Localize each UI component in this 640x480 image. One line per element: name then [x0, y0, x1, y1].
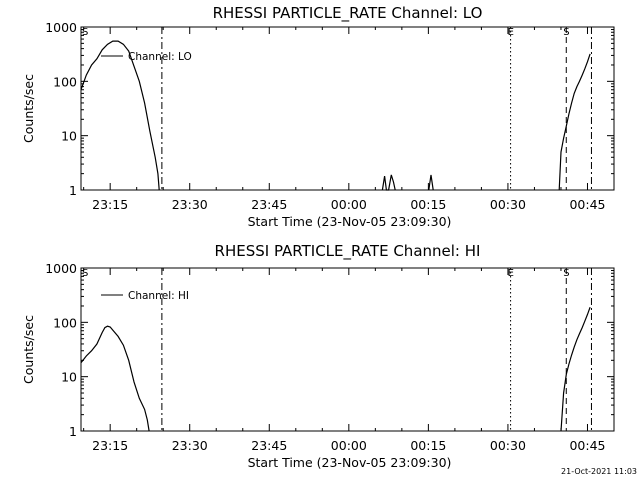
x-axis-label: Start Time (23-Nov-05 23:09:30) [248, 455, 452, 470]
series-line [558, 53, 591, 191]
y-tick-label: 10 [61, 129, 77, 144]
x-tick-label: 00:30 [490, 197, 526, 212]
marker-label: S [82, 268, 88, 279]
x-tick-label: 23:30 [172, 197, 208, 212]
x-tick-label: 23:45 [251, 438, 287, 453]
y-axis-label: Counts/sec [21, 315, 36, 384]
timestamp: 21-Oct-2021 11:03 [561, 467, 637, 476]
marker-label: S [82, 27, 88, 38]
x-tick-label: 00:45 [569, 197, 605, 212]
plot-frame [80, 26, 615, 191]
y-tick-label: 1000 [45, 261, 77, 276]
x-tick-label: 23:15 [92, 438, 128, 453]
plot-frame [80, 267, 615, 432]
series-line [80, 40, 160, 191]
marker-label: S [563, 268, 569, 279]
series-line [428, 174, 434, 191]
series-line [381, 174, 396, 191]
y-tick-label: 100 [53, 315, 77, 330]
x-tick-label: 00:45 [569, 438, 605, 453]
x-tick-label: 23:15 [92, 197, 128, 212]
series-line [560, 306, 591, 432]
x-tick-label: 23:45 [251, 197, 287, 212]
chart-title: RHESSI PARTICLE_RATE Channel: LO [213, 4, 483, 23]
x-axis-label: Start Time (23-Nov-05 23:09:30) [248, 214, 452, 229]
x-tick-label: 00:15 [410, 197, 446, 212]
series-line [80, 325, 150, 432]
chart-title: RHESSI PARTICLE_RATE Channel: HI [215, 242, 481, 261]
panel-lo: RHESSI PARTICLE_RATE Channel: LO 1 10 100 10… [21, 4, 615, 229]
marker-label: E [508, 268, 514, 279]
x-tick-label: 00:00 [331, 197, 367, 212]
y-axis-label: Counts/sec [21, 74, 36, 143]
x-tick-label: 23:30 [172, 438, 208, 453]
y-tick-label: 10 [61, 370, 77, 385]
panel-hi: RHESSI PARTICLE_RATE Channel: HI 1 10 100 10… [21, 242, 615, 470]
x-tick-label: 00:15 [410, 438, 446, 453]
x-tick-label: 00:00 [331, 438, 367, 453]
y-tick-label: 1000 [45, 20, 77, 35]
y-tick-label: 1 [69, 183, 77, 198]
legend-label: Channel: HI [128, 290, 189, 302]
y-tick-label: 100 [53, 74, 77, 89]
y-tick-label: 1 [69, 424, 77, 439]
marker-label: S [563, 27, 569, 38]
x-tick-label: 00:30 [490, 438, 526, 453]
legend-label: Channel: LO [128, 51, 192, 63]
marker-label: E [508, 27, 514, 38]
